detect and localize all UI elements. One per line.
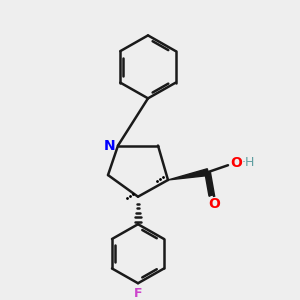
Text: N: N	[104, 139, 116, 153]
Text: ·H: ·H	[241, 156, 255, 169]
Text: O: O	[230, 156, 242, 170]
Polygon shape	[168, 169, 209, 180]
Text: F: F	[134, 286, 142, 300]
Text: O: O	[208, 196, 220, 211]
